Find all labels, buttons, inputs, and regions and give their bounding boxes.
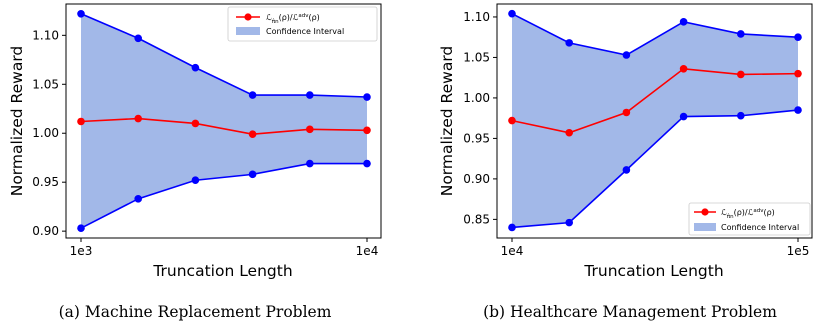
x-axis-label: Truncation Length xyxy=(583,262,723,280)
confidence-band xyxy=(512,13,798,228)
y-axis-ticks: 0.90 0.95 1.00 1.05 1.10 xyxy=(32,28,66,238)
lower-bound-point xyxy=(794,106,802,114)
legend-ci-label: Confidence Interval xyxy=(721,223,799,232)
legend-box xyxy=(227,6,378,42)
ratio-point xyxy=(737,70,745,79)
plot-area xyxy=(508,9,802,232)
ratio-point xyxy=(794,69,802,78)
legend-ratio-label: ℒπ̂n(ρ)/ℒadv(ρ) xyxy=(266,13,320,25)
panel-machine-replacement: 0.90 0.95 1.00 1.05 1.10 1e3 1e4 Truncation L… xyxy=(8,3,382,321)
y-tick-label: 0.90 xyxy=(463,172,490,186)
y-tick-label: 1.10 xyxy=(463,10,490,24)
y-tick-label: 1.00 xyxy=(32,126,59,140)
lower-bound-point xyxy=(306,159,314,168)
x-tick-label: 1e4 xyxy=(501,244,524,258)
upper-bound-point xyxy=(363,93,371,101)
x-axis-ticks: 1e3 1e4 xyxy=(70,238,379,258)
lower-bound-point xyxy=(679,112,688,121)
legend-swatch-ci xyxy=(236,27,260,35)
upper-bound-line xyxy=(511,13,799,56)
lower-bound-point xyxy=(134,195,142,203)
upper-bound-point xyxy=(794,33,802,41)
upper-bound-point xyxy=(565,39,573,47)
x-tick-label: 1e3 xyxy=(70,244,93,258)
ratio-point xyxy=(363,126,371,135)
upper-bound-point xyxy=(737,30,745,38)
y-axis-label: Normalized Reward xyxy=(8,46,26,197)
panel-healthcare-management: 0.85 0.90 0.95 1.00 1.05 1.10 1e4 1e5 Truncati… xyxy=(438,3,813,321)
y-axis-label: Normalized Reward xyxy=(438,46,456,197)
caption-a: (a) Machine Replacement Problem xyxy=(59,303,332,321)
upper-bound-point xyxy=(77,9,85,18)
upper-bound-point xyxy=(622,51,631,59)
y-tick-label: 1.10 xyxy=(32,28,59,42)
ratio-point xyxy=(508,116,516,125)
ratio-line xyxy=(80,117,368,136)
x-tick-label: 1e4 xyxy=(356,244,379,258)
upper-bound-point xyxy=(508,9,516,18)
lower-bound-point xyxy=(565,218,573,227)
axes-frame xyxy=(65,3,382,239)
lower-bound-point xyxy=(363,159,371,168)
y-tick-label: 0.90 xyxy=(32,224,59,238)
legend-marker-ratio xyxy=(244,13,252,21)
axes-frame xyxy=(496,3,813,239)
y-tick-label: 1.05 xyxy=(463,50,490,64)
plot-area xyxy=(77,9,371,233)
lower-bound-point xyxy=(622,166,631,174)
upper-bound-line xyxy=(80,13,368,98)
legend-marker-ratio xyxy=(701,208,709,216)
ratio-point xyxy=(134,114,142,123)
y-tick-label: 1.00 xyxy=(463,91,490,105)
upper-bound-point xyxy=(306,91,314,99)
lower-bound-point xyxy=(508,223,516,232)
legend-ci-label: Confidence Interval xyxy=(266,27,344,36)
y-axis-ticks: 0.85 0.90 0.95 1.00 1.05 1.10 xyxy=(463,10,497,226)
ratio-point xyxy=(248,130,257,139)
y-tick-label: 0.95 xyxy=(32,175,59,189)
lower-bound-point xyxy=(737,111,745,120)
y-tick-label: 0.85 xyxy=(463,212,490,226)
x-axis-ticks: 1e4 1e5 xyxy=(501,238,810,258)
lower-bound-line xyxy=(511,109,799,229)
legend-ratio-label: ℒπ̂n(ρ)/ℒadv(ρ) xyxy=(721,208,775,220)
legend: ℒπ̂n(ρ)/ℒadv(ρ) Confidence Interval xyxy=(688,202,811,236)
confidence-band xyxy=(81,13,367,229)
ratio-point xyxy=(191,119,200,128)
legend-box xyxy=(688,202,811,236)
upper-bound-point xyxy=(191,63,200,72)
ratio-point xyxy=(622,108,631,117)
ratio-point xyxy=(306,125,314,134)
x-tick-label: 1e5 xyxy=(787,244,810,258)
lower-bound-point xyxy=(77,224,85,233)
ratio-point xyxy=(77,117,85,126)
y-tick-label: 1.05 xyxy=(32,77,59,91)
lower-bound-line xyxy=(80,162,367,229)
upper-bound-point xyxy=(248,91,257,99)
x-axis-label: Truncation Length xyxy=(152,262,292,280)
lower-bound-point xyxy=(248,170,257,179)
ratio-point xyxy=(565,128,573,137)
upper-bound-point xyxy=(679,18,688,26)
legend-swatch-ci xyxy=(694,223,716,231)
y-tick-label: 0.95 xyxy=(463,131,490,145)
legend: ℒπ̂n(ρ)/ℒadv(ρ) Confidence Interval xyxy=(227,6,378,42)
lower-bound-point xyxy=(191,176,200,185)
upper-bound-point xyxy=(134,34,142,43)
ratio-point xyxy=(679,64,688,73)
ratio-line xyxy=(511,67,799,134)
caption-b: (b) Healthcare Management Problem xyxy=(483,303,777,321)
